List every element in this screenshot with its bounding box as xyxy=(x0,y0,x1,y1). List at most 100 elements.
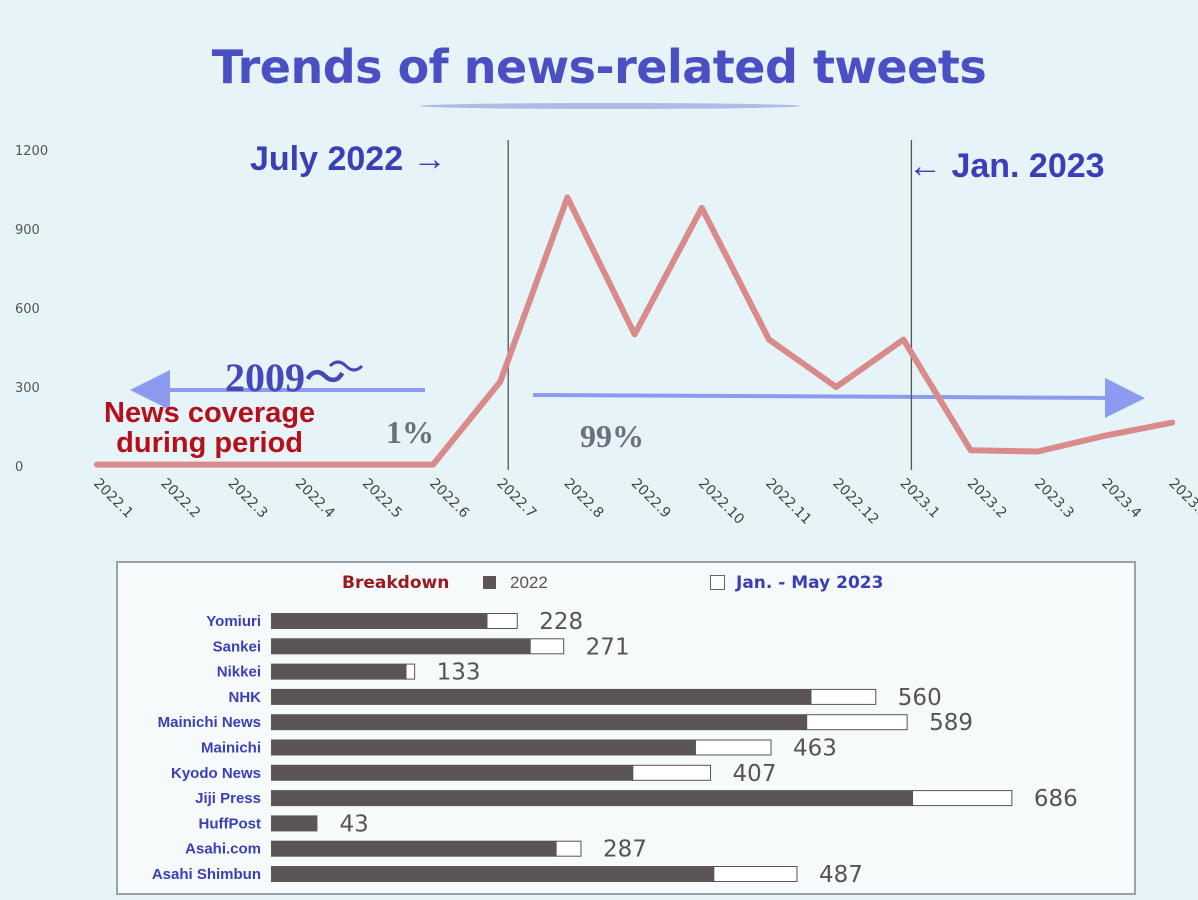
x-tick-label: 2022.6 xyxy=(426,476,472,522)
legend-label-2023: Jan. - May 2023 xyxy=(736,573,884,593)
y-tick-label: 300 xyxy=(15,381,40,396)
data-point xyxy=(161,462,167,468)
data-point xyxy=(94,462,100,468)
data-point xyxy=(833,384,839,390)
percent-before-annotation: 1% xyxy=(386,414,434,450)
bar-2023 xyxy=(806,714,908,731)
x-tick-label: 2022.3 xyxy=(225,476,271,522)
since-2009-annotation: 2009〜 xyxy=(225,355,345,400)
bar-2023 xyxy=(632,764,712,781)
x-tick-label: 2022.11 xyxy=(762,476,814,528)
category-label: Kyodo News xyxy=(171,765,261,782)
category-label: NHK xyxy=(229,689,262,706)
x-tick-label: 2022.5 xyxy=(359,476,405,522)
x-tick-label: 2023.1 xyxy=(897,476,943,522)
y-tick-label: 900 xyxy=(15,223,40,238)
data-point xyxy=(363,462,369,468)
bar-total-label: 287 xyxy=(603,837,647,863)
data-point xyxy=(564,194,570,200)
bar-total-label: 487 xyxy=(819,862,863,888)
category-label: Asahi.com xyxy=(185,841,261,858)
legend-swatch-2023 xyxy=(710,575,725,590)
bar-total-label: 228 xyxy=(539,609,583,635)
bar-total-label: 271 xyxy=(586,634,630,660)
bar-2023 xyxy=(694,739,772,756)
breakdown-bar-chart: Yomiuri 228 Sankei 271 Nikkei 133 NHK 560 Mainic… xyxy=(152,609,1078,888)
bar-2023 xyxy=(810,688,877,705)
category-label: Mainichi News xyxy=(158,714,261,731)
bar-2022 xyxy=(271,714,807,731)
bar-2022 xyxy=(271,790,913,807)
data-point xyxy=(766,337,772,343)
category-label: HuffPost xyxy=(199,815,262,832)
bar-2023 xyxy=(555,840,582,857)
breakdown-title: Breakdown xyxy=(342,573,450,593)
data-point xyxy=(1102,433,1108,439)
y-tick-label: 1200 xyxy=(15,144,48,159)
x-tick-label: 2022.8 xyxy=(561,476,607,522)
x-tick-label: 2023.2 xyxy=(964,476,1010,522)
x-tick-label: 2022.2 xyxy=(157,476,203,522)
legend-label-2022: 2022 xyxy=(510,573,548,592)
data-point xyxy=(497,379,503,385)
news-coverage-annotation: News coverage during period xyxy=(104,398,315,458)
bar-2022 xyxy=(271,638,531,655)
chart-title: Trends of news-related tweets xyxy=(211,40,987,94)
x-tick-label: 2023.4 xyxy=(1098,476,1144,522)
bar-total-label: 463 xyxy=(793,736,837,762)
x-tick-label: 2022.10 xyxy=(695,476,747,528)
legend-swatch-2022 xyxy=(483,576,496,589)
bar-2022 xyxy=(271,613,487,629)
bar-2022 xyxy=(271,688,811,705)
since-tilde xyxy=(328,360,364,372)
x-tick-label: 2022.1 xyxy=(90,476,136,522)
bar-2022 xyxy=(271,866,714,882)
bar-total-label: 589 xyxy=(929,710,973,736)
category-label: Mainichi xyxy=(201,740,261,757)
data-point xyxy=(699,205,705,211)
x-tick-label: 2023.3 xyxy=(1031,476,1077,522)
x-tick-label: 2022.9 xyxy=(628,476,674,522)
data-point xyxy=(1169,420,1175,426)
category-label: Sankei xyxy=(213,638,261,655)
bar-2022 xyxy=(271,840,557,857)
bar-total-label: 686 xyxy=(1034,786,1078,812)
data-point xyxy=(228,462,234,468)
bar-total-label: 407 xyxy=(733,761,777,787)
title-underline xyxy=(420,103,800,109)
y-tick-label: 0 xyxy=(15,460,23,475)
news-coverage-line2: during period xyxy=(116,427,304,459)
bar-2022 xyxy=(271,764,633,781)
category-label: Jiji Press xyxy=(195,790,261,807)
breakdown-panel: Breakdown 2022 Jan. - May 2023 Yomiuri 22… xyxy=(116,561,1136,895)
y-tick-label: 600 xyxy=(15,302,40,317)
data-point xyxy=(296,462,302,468)
bar-2022 xyxy=(271,815,318,832)
bar-2023 xyxy=(486,613,518,629)
bar-2022 xyxy=(271,739,696,756)
jan-2023-annotation: ← Jan. 2023 xyxy=(908,147,1105,185)
category-label: Nikkei xyxy=(217,664,261,681)
x-tick-label: 2023.5 xyxy=(1165,476,1198,522)
bar-2022 xyxy=(271,663,406,680)
bar-2023 xyxy=(912,790,1013,807)
bar-2023 xyxy=(529,638,565,655)
x-tick-label: 2022.12 xyxy=(829,476,881,528)
data-point xyxy=(900,337,906,343)
data-point xyxy=(968,447,974,453)
news-coverage-line1: News coverage xyxy=(104,397,316,429)
right-period-arrow xyxy=(532,377,1145,418)
bar-2023 xyxy=(713,866,798,882)
x-tick-label: 2022.4 xyxy=(292,476,338,522)
bar-2023 xyxy=(405,663,416,680)
july-2022-annotation: July 2022 → xyxy=(250,140,447,178)
data-point xyxy=(430,462,436,468)
category-label: Asahi Shimbun xyxy=(152,866,261,883)
data-point xyxy=(1035,449,1041,455)
category-label: Yomiuri xyxy=(206,613,261,630)
data-point xyxy=(632,331,638,337)
bar-total-label: 560 xyxy=(898,685,942,711)
bar-total-label: 133 xyxy=(437,660,481,686)
line-chart: 0 300 600 900 1200 2022.1 2022.2 2022.3 2022.4 20… xyxy=(15,140,1198,528)
